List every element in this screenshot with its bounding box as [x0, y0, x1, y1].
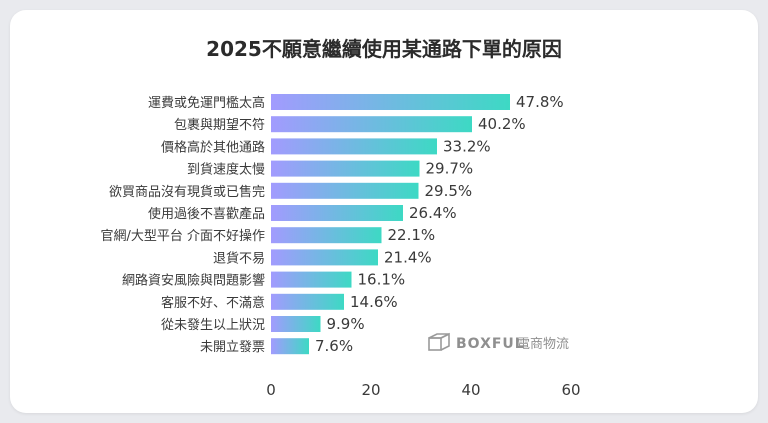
category-label: 客服不好、不滿意 [161, 295, 265, 311]
category-label: 未開立發票 [200, 340, 265, 355]
value-label: 21.4% [384, 248, 432, 266]
bar [271, 205, 403, 221]
value-label: 16.1% [358, 271, 406, 289]
category-label: 官網/大型平台 介面不好操作 [100, 228, 265, 244]
value-label: 9.9% [327, 315, 365, 333]
category-label: 運費或免運門檻太高 [148, 95, 265, 111]
bar [271, 94, 510, 110]
x-tick-label: 60 [561, 381, 580, 399]
x-axis-ticks: 0 20 40 60 [266, 381, 580, 399]
x-tick-label: 20 [361, 381, 380, 399]
category-label: 包裹與期望不符 [174, 117, 265, 133]
category-label: 到貨速度太慢 [187, 162, 265, 178]
bar [271, 227, 382, 244]
value-label: 26.4% [409, 204, 457, 222]
box-icon [428, 332, 450, 351]
category-label: 欲買商品沒有現貨或已售完 [109, 184, 265, 200]
bar [271, 249, 378, 266]
bar-chart: 2025不願意繼續使用某通路下單的原因 運費或免運門檻太高包裹與期望不符價格高於… [100, 37, 580, 399]
bar [271, 182, 419, 199]
chart-card: 2025不願意繼續使用某通路下單的原因 運費或免運門檻太高包裹與期望不符價格高於… [10, 10, 758, 413]
value-label: 29.7% [426, 160, 474, 178]
value-label: 40.2% [478, 115, 526, 133]
bar [271, 338, 309, 355]
bars-layer [271, 94, 510, 355]
bar [271, 271, 352, 288]
value-label: 47.8% [516, 93, 564, 111]
watermark-suffix: 電商物流 [517, 337, 569, 352]
category-label: 退貨不易 [213, 250, 265, 266]
value-label: 29.5% [425, 182, 473, 200]
watermark-brand: BOXFUL [456, 336, 525, 352]
category-labels: 運費或免運門檻太高包裹與期望不符價格高於其他通路到貨速度太慢欲買商品沒有現貨或已… [100, 95, 265, 355]
category-label: 價格高於其他通路 [161, 139, 265, 155]
value-label: 14.6% [350, 293, 398, 311]
category-label: 從未發生以上狀況 [161, 318, 265, 333]
watermark: BOXFUL 電商物流 [428, 332, 569, 352]
bar [271, 116, 472, 133]
category-label: 網路資安風險與問題影響 [122, 273, 265, 289]
value-labels: 47.8% 40.2% 33.2% 29.7% 29.5% 26.4% 22.1% 21.4%… [315, 93, 564, 355]
value-label: 22.1% [388, 226, 436, 244]
bar [271, 316, 321, 332]
value-label: 7.6% [315, 337, 353, 355]
value-label: 33.2% [443, 137, 491, 155]
category-label: 使用過後不喜歡產品 [148, 206, 265, 222]
x-tick-label: 0 [266, 381, 276, 399]
bar [271, 160, 420, 177]
bar [271, 138, 437, 155]
x-tick-label: 40 [461, 381, 480, 399]
bar [271, 293, 344, 310]
chart-title: 2025不願意繼續使用某通路下單的原因 [206, 37, 562, 61]
